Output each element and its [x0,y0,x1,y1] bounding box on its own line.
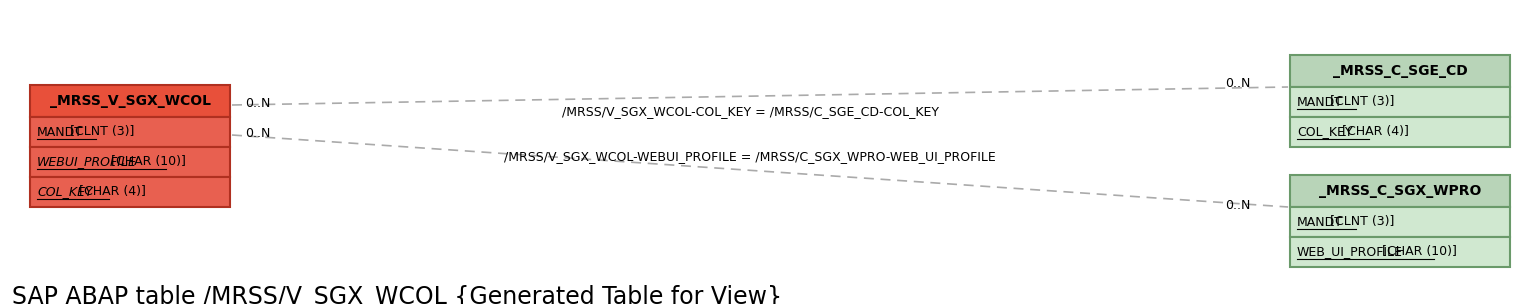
Text: MANDT: MANDT [1296,216,1344,229]
FancyBboxPatch shape [30,85,230,117]
Text: 0..N: 0..N [1225,199,1250,212]
Text: COL_KEY: COL_KEY [37,185,93,199]
FancyBboxPatch shape [1290,87,1510,117]
Text: COL_KEY: COL_KEY [1296,126,1353,139]
FancyBboxPatch shape [30,147,230,177]
FancyBboxPatch shape [30,177,230,207]
FancyBboxPatch shape [30,117,230,147]
Text: SAP ABAP table /MRSS/V_SGX_WCOL {Generated Table for View}: SAP ABAP table /MRSS/V_SGX_WCOL {Generat… [12,285,782,304]
FancyBboxPatch shape [1290,55,1510,87]
FancyBboxPatch shape [1290,207,1510,237]
FancyBboxPatch shape [1290,175,1510,207]
Text: _MRSS_C_SGX_WPRO: _MRSS_C_SGX_WPRO [1319,184,1481,198]
Text: [CLNT (3)]: [CLNT (3)] [1327,95,1394,109]
FancyBboxPatch shape [1290,117,1510,147]
Text: WEBUI_PROFILE: WEBUI_PROFILE [37,156,137,168]
Text: MANDT: MANDT [37,126,82,139]
Text: MANDT: MANDT [1296,95,1344,109]
Text: 0..N: 0..N [1225,77,1250,90]
Text: /MRSS/V_SGX_WCOL-WEBUI_PROFILE = /MRSS/C_SGX_WPRO-WEB_UI_PROFILE: /MRSS/V_SGX_WCOL-WEBUI_PROFILE = /MRSS/C… [505,150,996,163]
Text: [CLNT (3)]: [CLNT (3)] [66,126,134,139]
Text: 0..N: 0..N [246,97,270,110]
Text: 0..N: 0..N [246,127,270,140]
Text: [CHAR (4)]: [CHAR (4)] [75,185,146,199]
Text: [CHAR (4)]: [CHAR (4)] [1337,126,1409,139]
Text: [CLNT (3)]: [CLNT (3)] [1327,216,1394,229]
Text: _MRSS_C_SGE_CD: _MRSS_C_SGE_CD [1333,64,1467,78]
Text: WEB_UI_PROFILE: WEB_UI_PROFILE [1296,246,1403,258]
Text: [CHAR (10)]: [CHAR (10)] [1379,246,1456,258]
FancyBboxPatch shape [1290,237,1510,267]
Text: /MRSS/V_SGX_WCOL-COL_KEY = /MRSS/C_SGE_CD-COL_KEY: /MRSS/V_SGX_WCOL-COL_KEY = /MRSS/C_SGE_C… [561,105,938,118]
Text: _MRSS_V_SGX_WCOL: _MRSS_V_SGX_WCOL [49,94,210,108]
Text: [CHAR (10)]: [CHAR (10)] [107,156,186,168]
